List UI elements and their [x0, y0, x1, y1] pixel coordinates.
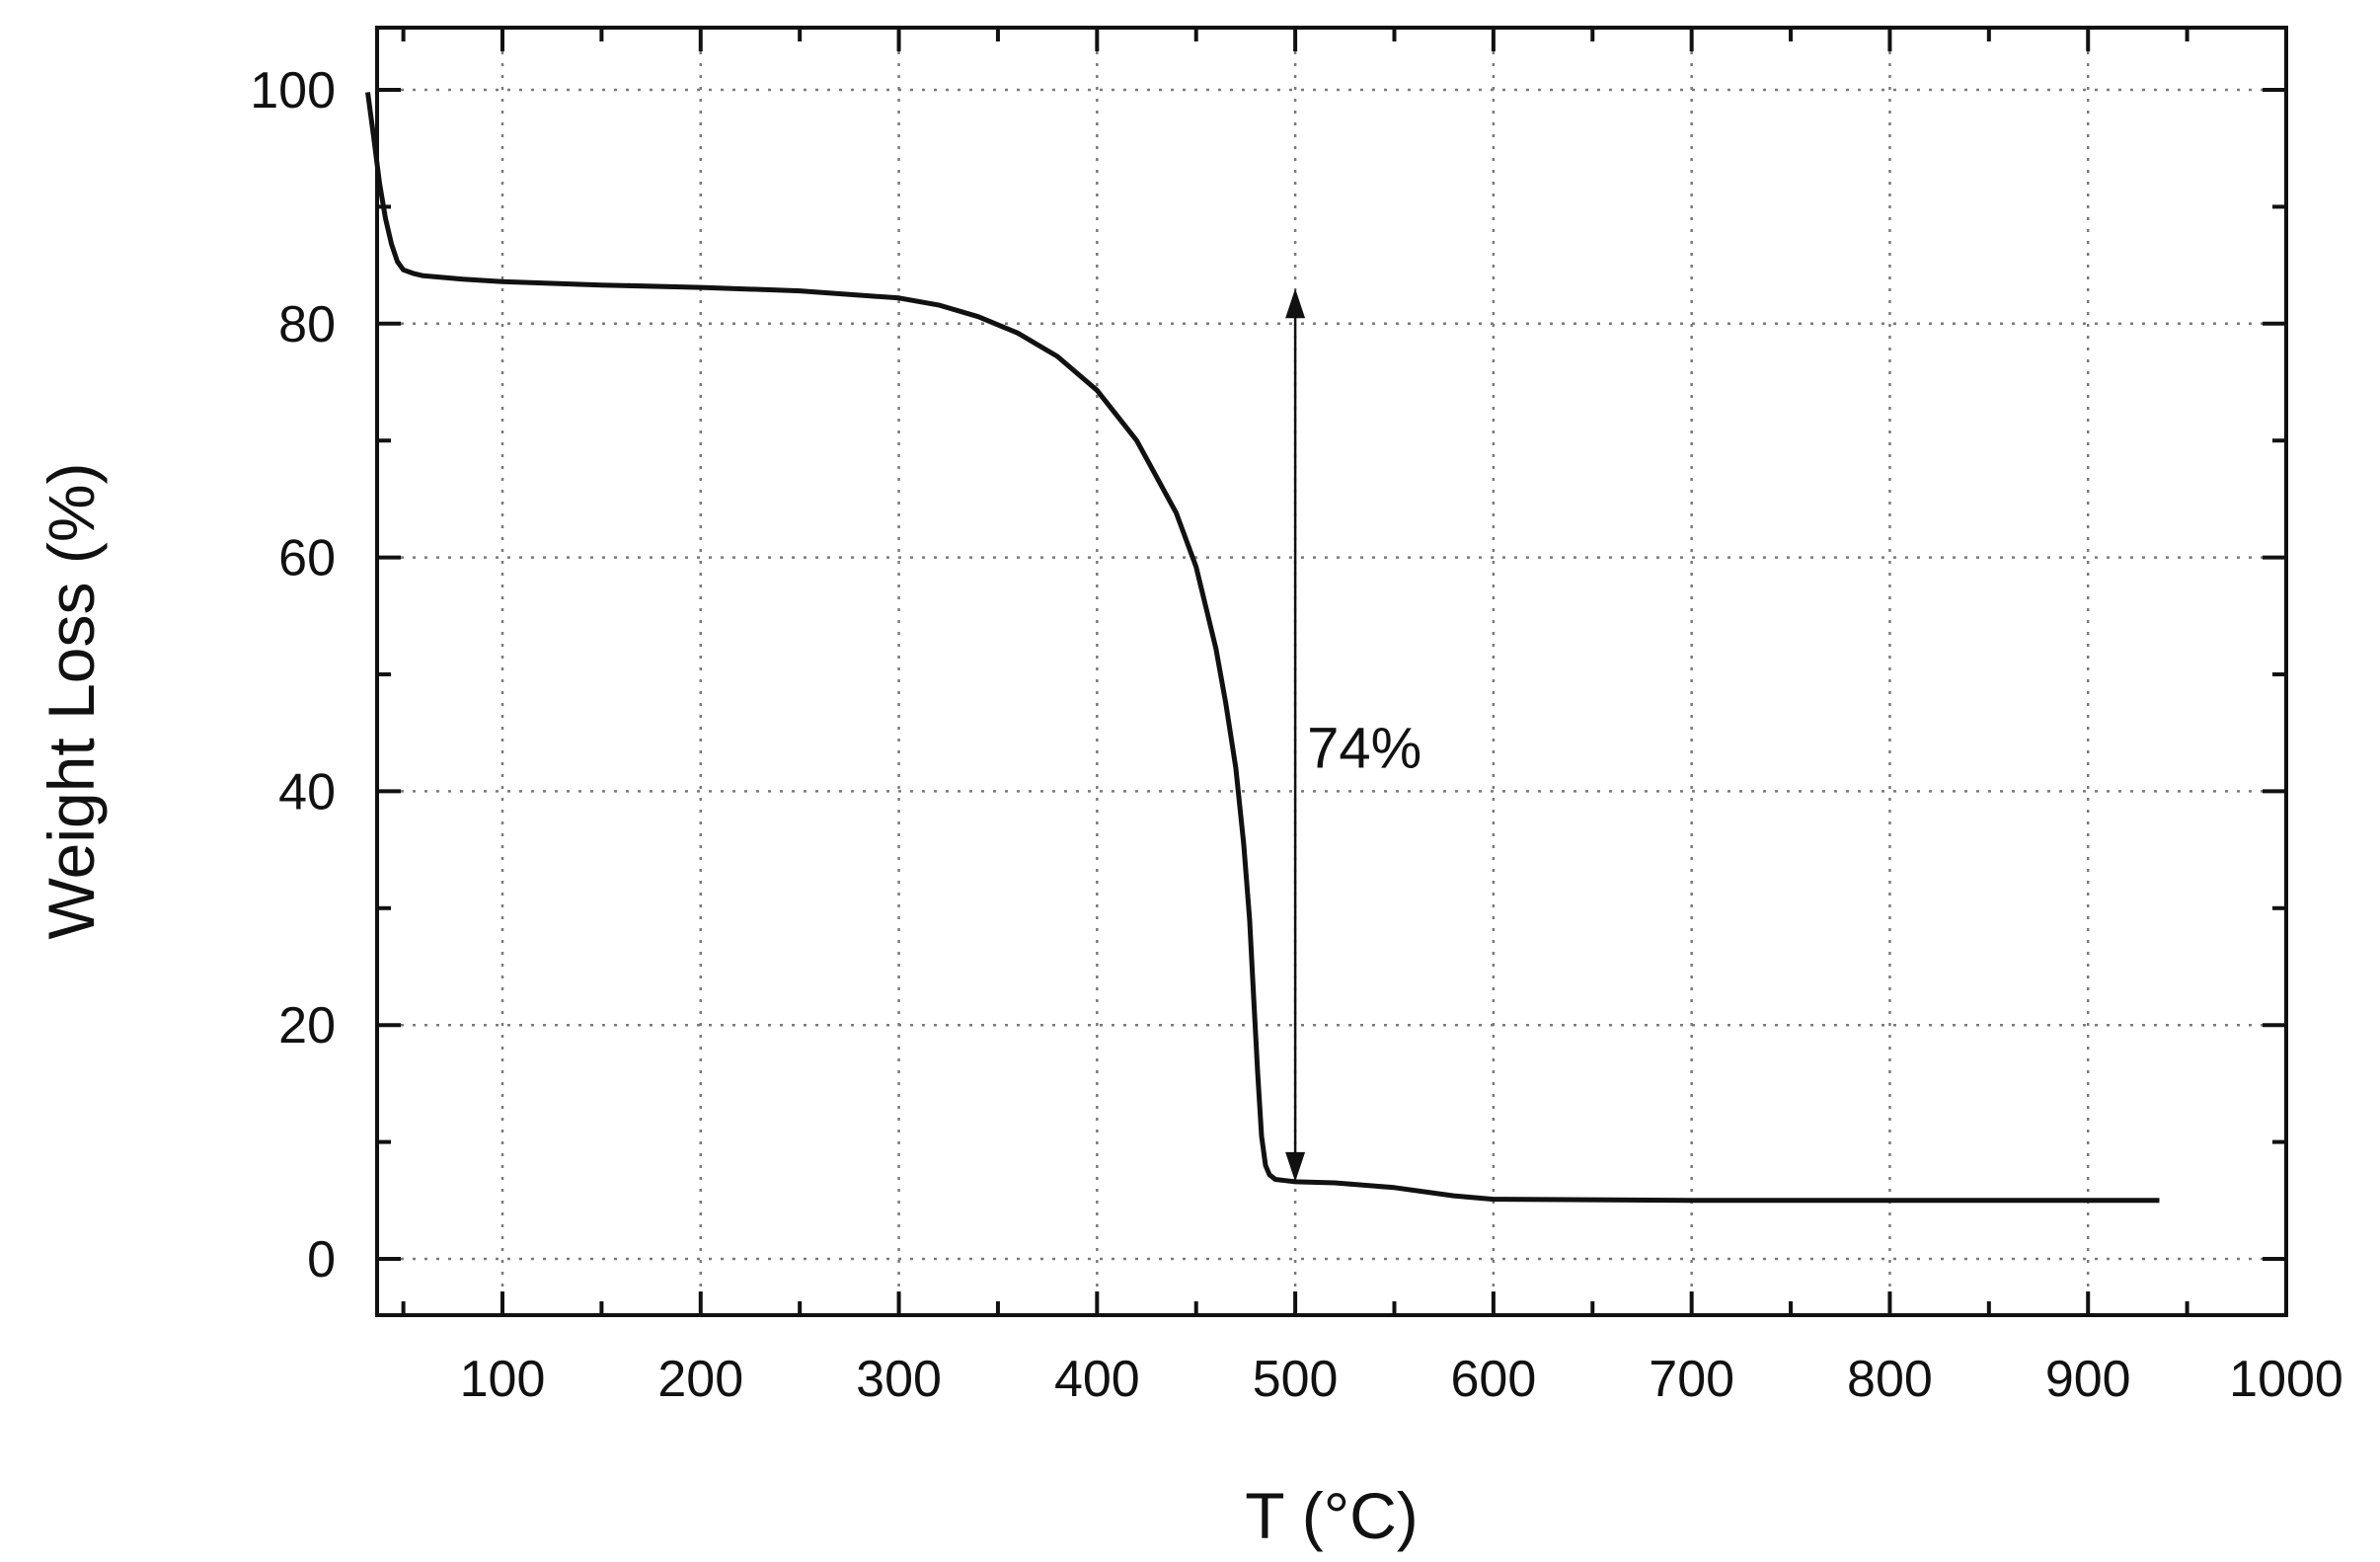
annotation-label: 74% [1307, 717, 1421, 781]
y-tick-label: 20 [278, 997, 336, 1054]
grid-lines [377, 28, 2286, 1315]
y-axis-title: Weight Loss (%) [35, 463, 108, 940]
weight-loss-curve [365, 92, 2160, 1204]
x-tick-label: 500 [1253, 1351, 1339, 1408]
x-tick-label: 900 [2045, 1351, 2131, 1408]
y-tick-label: 100 [250, 62, 336, 119]
x-tick-label: 400 [1054, 1351, 1140, 1408]
annotation-arrow-head-down [1285, 1151, 1306, 1182]
y-tick-labels: 0 20 40 60 80 100 [250, 62, 336, 1289]
axis-ticks [377, 28, 2288, 1315]
x-tick-label: 100 [460, 1351, 546, 1408]
x-tick-label: 200 [657, 1351, 743, 1408]
x-tick-label: 1000 [2229, 1351, 2343, 1408]
plot-frame [375, 26, 2288, 1317]
y-tick-label: 80 [278, 296, 336, 353]
x-tick-label: 700 [1649, 1351, 1734, 1408]
x-tick-labels: 100 200 300 400 500 600 700 800 900 1000 [460, 1351, 2343, 1408]
annotation-arrow-head-up [1285, 288, 1306, 319]
y-tick-label: 40 [278, 763, 336, 820]
x-tick-label: 800 [1847, 1351, 1933, 1408]
y-tick-label: 0 [307, 1231, 336, 1289]
annotation: 74% [1285, 288, 1421, 1182]
x-tick-label: 600 [1451, 1351, 1537, 1408]
y-tick-label: 60 [278, 530, 336, 587]
x-axis-title: T (°C) [1245, 1479, 1418, 1552]
x-tick-label: 300 [856, 1351, 942, 1408]
